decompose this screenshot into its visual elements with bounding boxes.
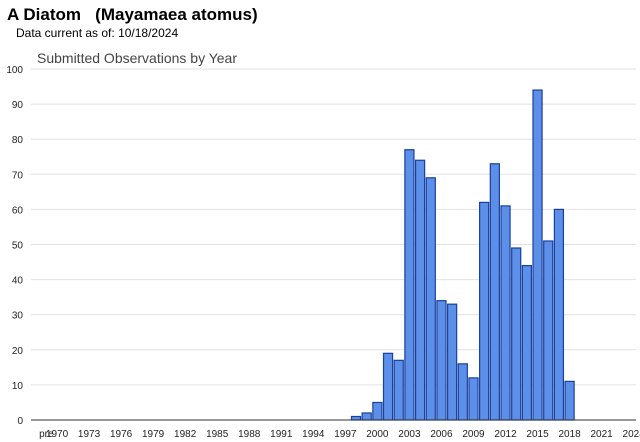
- x-tick-label: 2024: [623, 429, 640, 440]
- data-current-date: 10/18/2024: [118, 26, 179, 40]
- x-tick-label: 2009: [462, 429, 485, 440]
- y-tick-label: 20: [12, 346, 24, 357]
- x-tick-label: 2003: [398, 429, 421, 440]
- y-tick-label: 0: [17, 416, 23, 427]
- y-tick-label: 100: [6, 65, 23, 76]
- bar-2005[interactable]: [425, 177, 436, 421]
- x-tick-label: 2021: [591, 429, 614, 440]
- title-block: A Diatom (Mayamaea atomus): [7, 4, 258, 26]
- y-tick-label: 70: [12, 170, 24, 181]
- x-tick-label: 2000: [366, 429, 389, 440]
- chart-bars: [350, 89, 575, 421]
- bar-2006[interactable]: [436, 300, 447, 421]
- bar-1999[interactable]: [361, 412, 372, 421]
- bar-2002[interactable]: [393, 359, 404, 421]
- x-tick-label: 2006: [430, 429, 453, 440]
- data-current-label: Data current as of:: [16, 26, 115, 40]
- x-tick-label: 1982: [174, 429, 197, 440]
- bar-2018[interactable]: [564, 380, 575, 421]
- x-tick-label: 1994: [302, 429, 325, 440]
- x-tick-label: 2015: [526, 429, 549, 440]
- x-tick-label: 1997: [334, 429, 357, 440]
- data-current-line: Data current as of: 10/18/2024: [16, 26, 178, 40]
- bar-2007[interactable]: [446, 303, 458, 421]
- x-tick-label: 1979: [142, 429, 165, 440]
- y-tick-label: 90: [12, 100, 24, 111]
- bar-2011[interactable]: [489, 163, 500, 421]
- y-tick-label: 50: [12, 241, 24, 252]
- y-axis-ticks: 0 10 20 30 40 50 60 70 80 90 100: [6, 65, 23, 427]
- y-tick-label: 40: [12, 276, 24, 287]
- y-tick-label: 80: [12, 135, 24, 146]
- y-tick-label: 60: [12, 205, 24, 216]
- x-tick-label: pre: [39, 429, 54, 440]
- bar-2014[interactable]: [521, 264, 533, 421]
- chart-title: Submitted Observations by Year: [37, 50, 238, 66]
- species-scientific-name: (Mayamaea atomus): [95, 5, 258, 24]
- x-tick-label: 2012: [494, 429, 517, 440]
- bar-2003[interactable]: [404, 149, 415, 421]
- bar-2016[interactable]: [543, 240, 554, 421]
- bar-1998[interactable]: [350, 415, 362, 421]
- bar-2010[interactable]: [479, 201, 490, 421]
- bar-2012[interactable]: [500, 205, 511, 421]
- bar-2009[interactable]: [468, 377, 479, 421]
- bar-2008[interactable]: [457, 363, 468, 421]
- y-tick-label: 10: [12, 381, 24, 392]
- x-tick-label: 1988: [238, 429, 261, 440]
- x-tick-label: 1973: [78, 429, 101, 440]
- bar-2017[interactable]: [553, 208, 565, 421]
- x-tick-label: 1970: [46, 429, 69, 440]
- x-tick-label: 1985: [206, 429, 229, 440]
- species-common-name: A Diatom: [7, 5, 81, 24]
- bar-2013[interactable]: [511, 247, 522, 421]
- x-tick-label: 1976: [110, 429, 133, 440]
- bar-2000[interactable]: [372, 401, 383, 421]
- x-tick-label: 1991: [270, 429, 293, 440]
- bar-2001[interactable]: [382, 352, 394, 421]
- bar-2004[interactable]: [414, 159, 426, 421]
- x-tick-label: 2018: [558, 429, 581, 440]
- bar-2015[interactable]: [532, 89, 543, 421]
- y-tick-label: 30: [12, 311, 24, 322]
